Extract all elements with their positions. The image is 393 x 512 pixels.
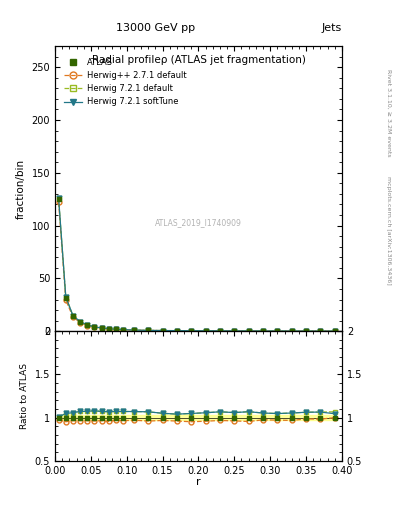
- Text: Radial profileρ (ATLAS jet fragmentation): Radial profileρ (ATLAS jet fragmentation…: [92, 55, 305, 65]
- Text: Jets: Jets: [321, 23, 342, 33]
- Text: Rivet 3.1.10, ≥ 3.2M events: Rivet 3.1.10, ≥ 3.2M events: [386, 69, 391, 157]
- Text: mcplots.cern.ch [arXiv:1306.3436]: mcplots.cern.ch [arXiv:1306.3436]: [386, 176, 391, 285]
- Text: ATLAS_2019_I1740909: ATLAS_2019_I1740909: [155, 218, 242, 227]
- Text: 13000 GeV pp: 13000 GeV pp: [116, 23, 195, 33]
- Y-axis label: Ratio to ATLAS: Ratio to ATLAS: [20, 363, 29, 429]
- X-axis label: r: r: [196, 477, 201, 487]
- Y-axis label: fraction/bin: fraction/bin: [16, 159, 26, 219]
- Legend: ATLAS, Herwig++ 2.7.1 default, Herwig 7.2.1 default, Herwig 7.2.1 softTune: ATLAS, Herwig++ 2.7.1 default, Herwig 7.…: [61, 55, 189, 110]
